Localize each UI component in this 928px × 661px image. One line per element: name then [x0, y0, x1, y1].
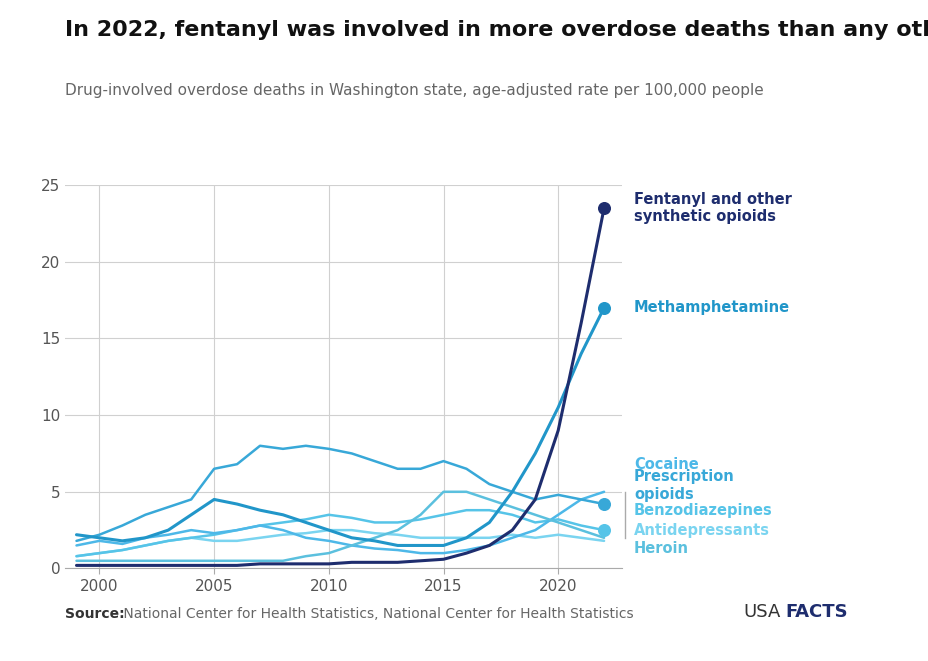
- Text: Prescription
opioids: Prescription opioids: [633, 469, 734, 502]
- Text: Source:: Source:: [65, 607, 124, 621]
- Text: In 2022, fentanyl was involved in more overdose deaths than any other drug.: In 2022, fentanyl was involved in more o…: [65, 20, 928, 40]
- Text: National Center for Health Statistics, National Center for Health Statistics: National Center for Health Statistics, N…: [119, 607, 633, 621]
- Text: Cocaine: Cocaine: [633, 457, 698, 472]
- Text: USA: USA: [742, 603, 780, 621]
- Text: Heroin: Heroin: [633, 541, 689, 556]
- Text: Methamphetamine: Methamphetamine: [633, 300, 789, 315]
- Point: [596, 203, 611, 214]
- Text: Benzodiazepines: Benzodiazepines: [633, 502, 772, 518]
- Text: Fentanyl and other
synthetic opioids: Fentanyl and other synthetic opioids: [633, 192, 791, 224]
- Text: Antidepressants: Antidepressants: [633, 523, 769, 537]
- Point: [596, 303, 611, 313]
- Text: FACTS: FACTS: [784, 603, 846, 621]
- Point: [596, 499, 611, 510]
- Point: [596, 525, 611, 535]
- Text: Drug-involved overdose deaths in Washington state, age-adjusted rate per 100,000: Drug-involved overdose deaths in Washing…: [65, 83, 763, 98]
